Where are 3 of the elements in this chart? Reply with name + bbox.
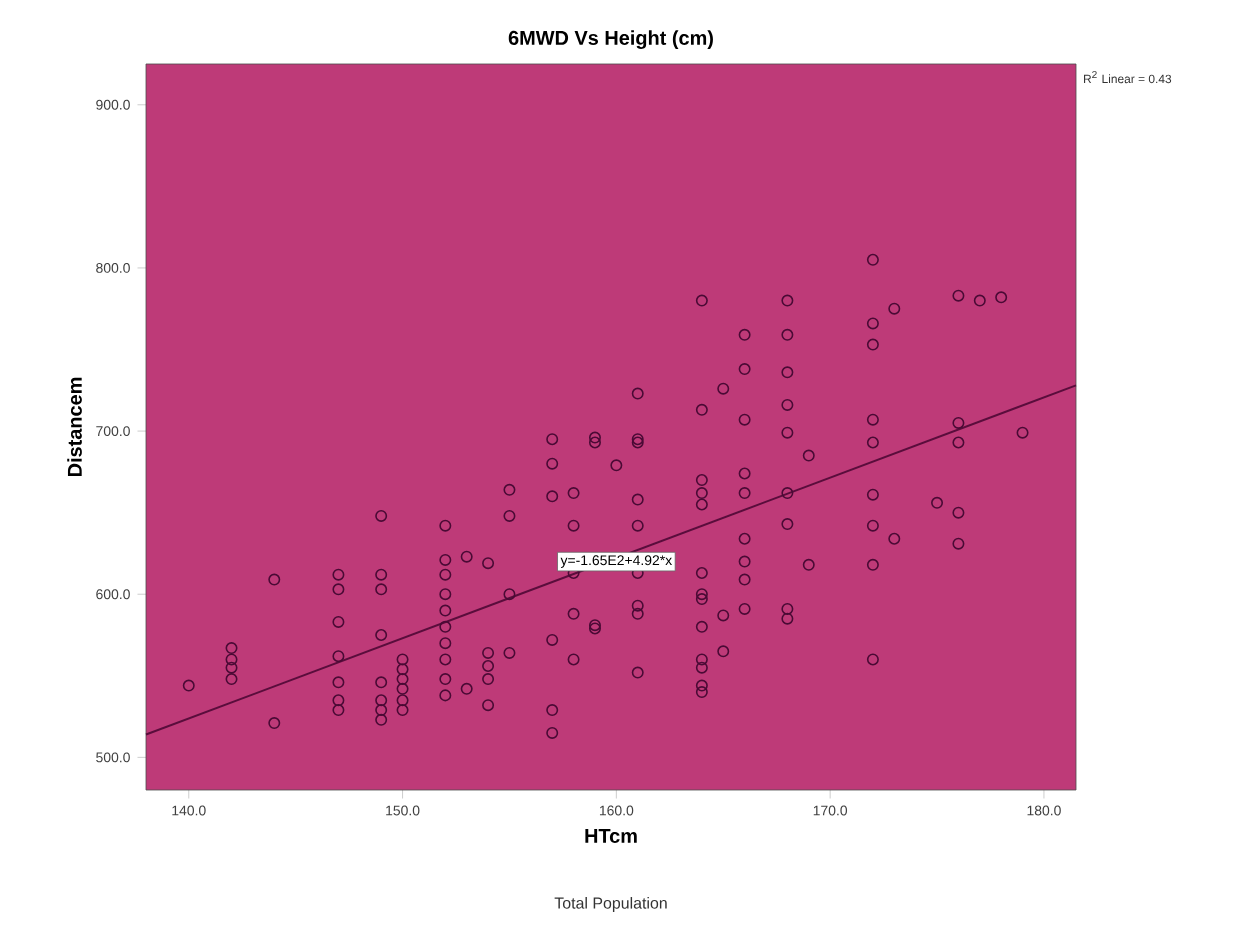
chart-title: 6MWD Vs Height (cm) <box>508 30 713 49</box>
y-axis-title: Distancem <box>67 377 82 477</box>
x-axis-title: HTcm <box>585 829 637 843</box>
